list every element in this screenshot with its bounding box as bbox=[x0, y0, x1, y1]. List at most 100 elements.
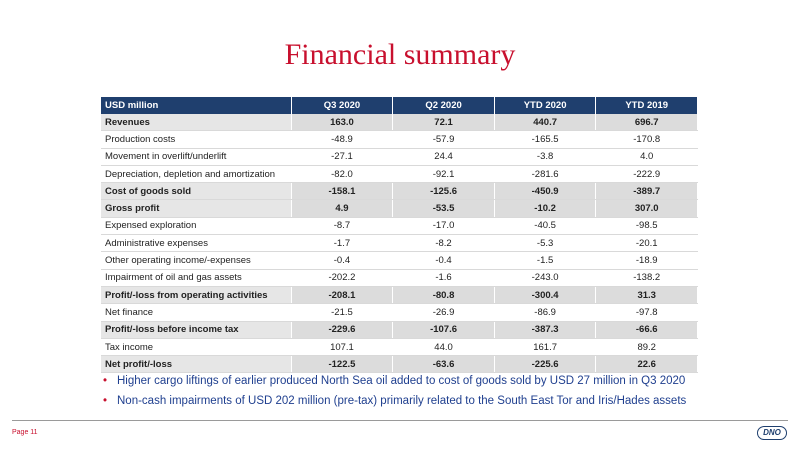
row-value: -450.9 bbox=[494, 182, 597, 201]
row-value: 4.9 bbox=[291, 199, 394, 218]
row-value: -63.6 bbox=[392, 355, 495, 374]
row-value: 22.6 bbox=[595, 355, 698, 374]
row-value: -170.8 bbox=[595, 130, 698, 149]
row-value: -3.8 bbox=[494, 148, 597, 166]
row-value: -48.9 bbox=[291, 130, 394, 149]
row-value: -300.4 bbox=[494, 286, 597, 305]
row-label: Cost of goods sold bbox=[101, 182, 292, 201]
row-value: -97.8 bbox=[595, 303, 698, 322]
row-value: -0.4 bbox=[392, 251, 495, 270]
row-value: -82.0 bbox=[291, 165, 394, 184]
table-row: Revenues 163.0 72.1 440.7 696.7 bbox=[101, 114, 698, 132]
row-value: -86.9 bbox=[494, 303, 597, 322]
row-value: -27.1 bbox=[291, 148, 394, 166]
row-value: 107.1 bbox=[291, 338, 394, 357]
table-row: Profit/-loss from operating activities -2… bbox=[101, 286, 698, 305]
row-label: Depreciation, depletion and amortization bbox=[101, 165, 292, 184]
bullet-text: Non-cash impairments of USD 202 million … bbox=[117, 395, 687, 407]
table-row: Production costs -48.9 -57.9 -165.5 -170.8 bbox=[101, 130, 698, 149]
row-value: -389.7 bbox=[595, 182, 698, 201]
row-label: Administrative expenses bbox=[101, 234, 292, 253]
row-value: -222.9 bbox=[595, 165, 698, 184]
slide-title: Financial summary bbox=[284, 38, 516, 71]
table-row: Depreciation, depletion and amortization… bbox=[101, 165, 698, 184]
row-value: -21.5 bbox=[291, 303, 394, 322]
row-value: -10.2 bbox=[494, 199, 597, 218]
table-row: Expensed exploration -8.7 -17.0 -40.5 -98.5 bbox=[101, 217, 698, 236]
row-value: -40.5 bbox=[494, 217, 597, 236]
row-value: -5.3 bbox=[494, 234, 597, 253]
row-label: Net finance bbox=[101, 303, 292, 322]
row-value: -0.4 bbox=[291, 251, 394, 270]
row-value: -53.5 bbox=[392, 199, 495, 218]
row-value: -92.1 bbox=[392, 165, 495, 184]
row-value: -1.5 bbox=[494, 251, 597, 270]
row-value: -57.9 bbox=[392, 130, 495, 149]
row-value: -8.2 bbox=[392, 234, 495, 253]
row-value: -122.5 bbox=[291, 355, 394, 374]
row-value: 163.0 bbox=[291, 114, 394, 132]
row-value: -138.2 bbox=[595, 269, 698, 287]
row-value: -125.6 bbox=[392, 182, 495, 201]
row-label: Production costs bbox=[101, 130, 292, 149]
row-value: 24.4 bbox=[392, 148, 495, 166]
row-value: 307.0 bbox=[595, 199, 698, 218]
row-value: 161.7 bbox=[494, 338, 597, 357]
row-value: -66.6 bbox=[595, 321, 698, 339]
table-row: Gross profit 4.9 -53.5 -10.2 307.0 bbox=[101, 199, 698, 218]
row-value: -20.1 bbox=[595, 234, 698, 253]
row-value: -80.8 bbox=[392, 286, 495, 305]
table-row: Impairment of oil and gas assets -202.2 -1… bbox=[101, 269, 698, 287]
row-value: -225.6 bbox=[494, 355, 597, 374]
bullet-list: • Higher cargo liftings of earlier produ… bbox=[103, 375, 743, 415]
row-value: -26.9 bbox=[392, 303, 495, 322]
dno-logo: DNO bbox=[757, 426, 787, 440]
row-value: 44.0 bbox=[392, 338, 495, 357]
table-row: Movement in overlift/underlift -27.1 24.4-… bbox=[101, 148, 698, 166]
row-value: 72.1 bbox=[392, 114, 495, 132]
row-label: Net profit/-loss bbox=[101, 355, 292, 374]
row-label: Revenues bbox=[101, 114, 292, 132]
table-row: Cost of goods sold -158.1 -125.6 -450.9 -389… bbox=[101, 182, 698, 201]
table-row: Profit/-loss before income tax -229.6 -107… bbox=[101, 321, 698, 339]
row-label: Tax income bbox=[101, 338, 292, 357]
column-header-ytd-2020: YTD 2020 bbox=[494, 97, 597, 114]
row-label: Movement in overlift/underlift bbox=[101, 148, 292, 166]
row-value: -107.6 bbox=[392, 321, 495, 339]
row-value: -229.6 bbox=[291, 321, 394, 339]
table-row: Net finance -21.5 -26.9 -86.9 -97.8 bbox=[101, 303, 698, 322]
row-value: -158.1 bbox=[291, 182, 394, 201]
row-label: Other operating income/-expenses bbox=[101, 251, 292, 270]
row-label: Expensed exploration bbox=[101, 217, 292, 236]
bullet-marker: • bbox=[103, 375, 108, 387]
row-label: Profit/-loss before income tax bbox=[101, 321, 292, 339]
row-value: 440.7 bbox=[494, 114, 597, 132]
row-value: -18.9 bbox=[595, 251, 698, 270]
financial-summary-table: USD million Q3 2020 Q2 2020 YTD 2020 YTD… bbox=[101, 97, 698, 374]
table-header-row: USD million Q3 2020 Q2 2020 YTD 2020 YTD… bbox=[101, 97, 698, 114]
table-body: Revenues 163.0 72.1 440.7 696.7 Production co… bbox=[101, 114, 698, 374]
row-value: -202.2 bbox=[291, 269, 394, 287]
column-header-label: USD million bbox=[101, 97, 292, 114]
bullet-marker: • bbox=[103, 395, 108, 407]
row-value: 4.0 bbox=[595, 148, 698, 166]
row-value: -165.5 bbox=[494, 130, 597, 149]
row-value: 89.2 bbox=[595, 338, 698, 357]
bullet-item: • Non-cash impairments of USD 202 millio… bbox=[103, 395, 743, 407]
row-label: Gross profit bbox=[101, 199, 292, 218]
column-header-q2-2020: Q2 2020 bbox=[392, 97, 495, 114]
column-header-ytd-2019: YTD 2019 bbox=[595, 97, 698, 114]
row-label: Profit/-loss from operating activities bbox=[101, 286, 292, 305]
bullet-text: Higher cargo liftings of earlier produce… bbox=[117, 375, 686, 387]
row-value: -8.7 bbox=[291, 217, 394, 236]
table-row: Other operating income/-expenses -0.4 -0.4… bbox=[101, 251, 698, 270]
row-value: 696.7 bbox=[595, 114, 698, 132]
row-value: 31.3 bbox=[595, 286, 698, 305]
page-number: Page 11 bbox=[12, 429, 38, 436]
row-value: -387.3 bbox=[494, 321, 597, 339]
bullet-item: • Higher cargo liftings of earlier produ… bbox=[103, 375, 743, 387]
table-row: Administrative expenses -1.7 -8.2 -5.3 -20.1 bbox=[101, 234, 698, 253]
row-value: -1.6 bbox=[392, 269, 495, 287]
row-value: -208.1 bbox=[291, 286, 394, 305]
row-value: -98.5 bbox=[595, 217, 698, 236]
